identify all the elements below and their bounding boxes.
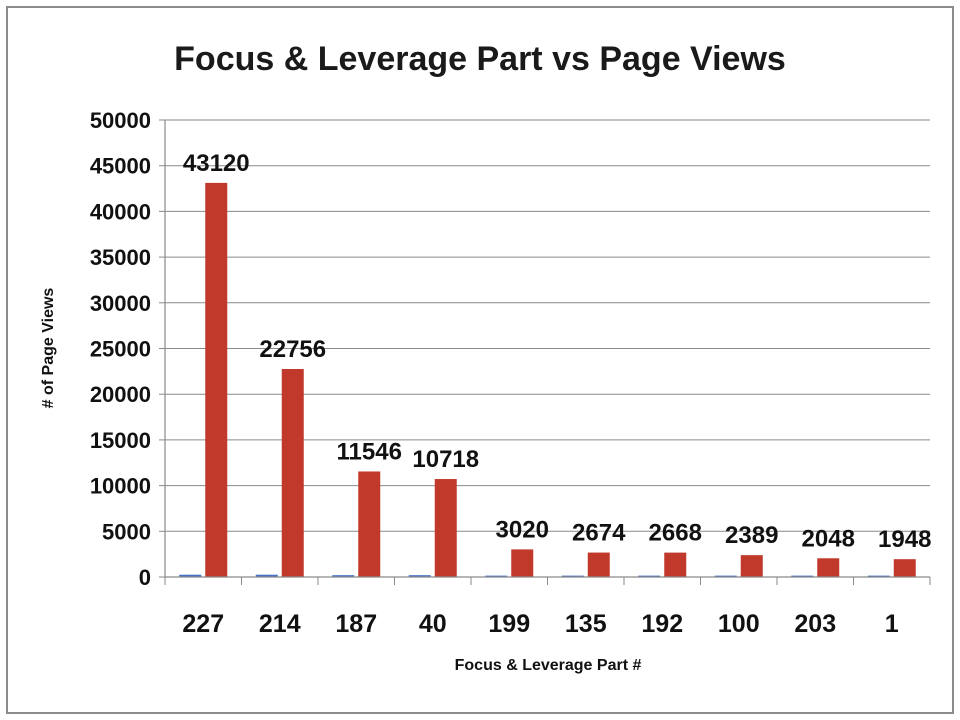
x-tick-label: 192 <box>641 610 683 638</box>
bar-series-1 <box>332 575 355 577</box>
x-tick-label: 227 <box>182 610 224 638</box>
x-tick-label: 187 <box>335 610 377 638</box>
x-tick-label: 1 <box>885 610 899 638</box>
bar-series-1 <box>485 575 508 577</box>
data-label: 2674 <box>572 520 626 547</box>
y-tick-label: 0 <box>139 565 151 590</box>
bar-series-2 <box>740 555 763 577</box>
bar-series-2 <box>893 559 916 577</box>
x-tick-label: 135 <box>565 610 607 638</box>
x-tick-label: 203 <box>794 610 836 638</box>
data-labels: 43120 22756 11546 10718 3020 2674 2668 2389 2048… <box>183 150 932 553</box>
bar-series-1 <box>561 575 584 577</box>
y-tick-label: 45000 <box>90 154 151 179</box>
y-axis-label: # of Page Views <box>40 288 57 409</box>
data-label: 22756 <box>259 336 326 363</box>
data-label: 10718 <box>412 446 479 473</box>
bar-series-2 <box>817 558 840 577</box>
bar-series-2 <box>281 369 304 577</box>
data-label: 2048 <box>802 525 855 552</box>
y-tick-label: 25000 <box>90 337 151 362</box>
data-label: 2668 <box>649 520 702 547</box>
bar-series-1 <box>791 575 814 577</box>
x-tick-label: 40 <box>419 610 447 638</box>
y-tick-labels: 0 5000 10000 15000 20000 25000 30000 35000 40000… <box>90 108 151 590</box>
bar-series-1 <box>179 574 202 577</box>
y-tick-label: 10000 <box>90 474 151 499</box>
y-tick-label: 35000 <box>90 245 151 270</box>
bar-series-2 <box>511 549 534 577</box>
y-tick-label: 50000 <box>90 108 151 133</box>
data-label: 2389 <box>725 522 778 549</box>
bar-series-2 <box>434 479 457 577</box>
bar-series-1 <box>255 574 278 577</box>
y-tick-label: 40000 <box>90 199 151 224</box>
bar-series-2 <box>587 552 610 577</box>
y-tick-label: 5000 <box>102 519 151 544</box>
data-label: 3020 <box>496 516 549 543</box>
axes <box>164 120 931 585</box>
bar-series-1 <box>714 575 737 577</box>
x-tick-label: 199 <box>488 610 530 638</box>
y-tick-label: 20000 <box>90 382 151 407</box>
data-label: 11546 <box>337 438 402 465</box>
bar-series-1 <box>638 575 661 577</box>
x-axis-label: Focus & Leverage Part # <box>455 657 642 674</box>
x-tick-labels: 227 214 187 40 199 135 192 100 203 1 <box>182 610 898 638</box>
bar-series-2 <box>358 471 381 577</box>
data-label: 1948 <box>878 526 931 553</box>
bar-series-1 <box>408 575 431 577</box>
data-label: 43120 <box>183 150 250 177</box>
frame-border <box>6 6 954 714</box>
bar-series-1 <box>867 575 890 577</box>
chart-title: Focus & Leverage Part vs Page Views <box>174 40 786 78</box>
bar-series-2 <box>664 552 687 577</box>
bars <box>179 182 916 578</box>
y-tick-label: 15000 <box>90 428 151 453</box>
x-tick-label: 214 <box>259 610 301 638</box>
y-tick-label: 30000 <box>90 291 151 316</box>
bar-series-2 <box>205 182 228 578</box>
x-tick-label: 100 <box>718 610 760 638</box>
